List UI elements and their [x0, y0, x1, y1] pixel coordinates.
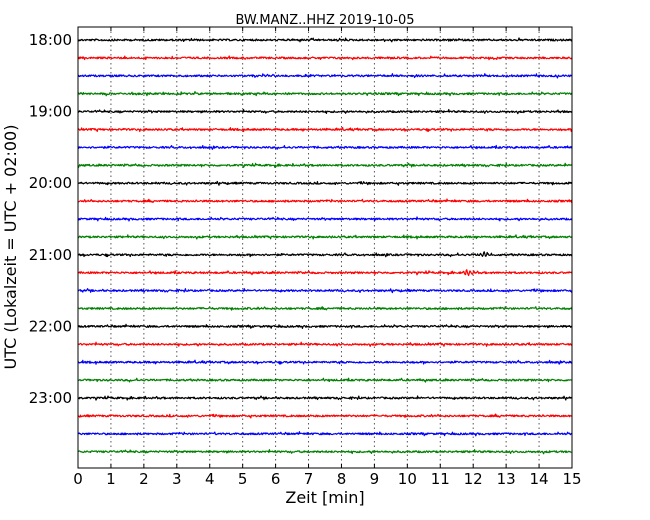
x-tick-label: 7	[304, 470, 314, 488]
y-tick-label: 22:00	[29, 317, 72, 335]
trace-2030	[77, 216, 573, 222]
trace-2245	[77, 377, 572, 383]
x-tick-label: 8	[337, 470, 347, 488]
trace-2300	[77, 395, 573, 401]
chart-title: BW.MANZ..HHZ 2019-10-05	[235, 13, 414, 28]
trace-2015	[77, 198, 573, 204]
y-tick-label: 23:00	[29, 389, 72, 407]
x-tick-label: 15	[562, 470, 581, 488]
trace-2045	[77, 234, 573, 240]
x-tick-label: 14	[530, 470, 549, 488]
trace-2345	[77, 449, 572, 455]
trace-2115	[77, 269, 573, 277]
plot-frame	[77, 26, 573, 469]
trace-2100	[77, 251, 573, 258]
trace-1800	[77, 37, 573, 43]
x-tick-label: 2	[139, 470, 149, 488]
trace-1815	[77, 55, 573, 61]
x-tick-label: 9	[370, 470, 380, 488]
x-tick-label: 6	[271, 470, 281, 488]
trace-1930	[77, 144, 573, 150]
x-tick-label: 10	[398, 470, 417, 488]
trace-2215	[77, 341, 573, 347]
grid-lines	[110, 27, 540, 468]
x-axis-label: Zeit [min]	[285, 488, 364, 507]
x-tick-label: 3	[172, 470, 182, 488]
trace-2230	[77, 359, 572, 365]
trace-2315	[77, 413, 573, 419]
trace-2145	[77, 306, 573, 311]
x-tick-label: 4	[205, 470, 215, 488]
y-tick-label: 21:00	[29, 246, 72, 264]
y-tick-label: 19:00	[29, 103, 72, 121]
x-tick-label: 11	[431, 470, 450, 488]
trace-2000	[77, 180, 573, 186]
trace-group	[77, 37, 573, 455]
y-tick-label: 20:00	[29, 174, 72, 192]
trace-1900	[77, 108, 573, 115]
trace-2330	[77, 431, 573, 437]
y-axis-label: UTC (Lokalzeit = UTC + 02:00)	[1, 125, 20, 370]
trace-2130	[77, 287, 573, 294]
x-tick-label: 1	[106, 470, 116, 488]
trace-1945	[77, 162, 573, 168]
y-axis-ticks: 18:00 19:00 20:00 21:00 22:00 23:00	[29, 31, 572, 407]
y-tick-label: 18:00	[29, 31, 72, 49]
x-tick-label: 5	[238, 470, 248, 488]
trace-1830	[77, 73, 573, 79]
x-tick-label: 0	[73, 470, 83, 488]
trace-2200	[77, 323, 573, 329]
trace-1915	[77, 126, 573, 133]
x-tick-label: 12	[464, 470, 483, 488]
x-tick-label: 13	[497, 470, 516, 488]
x-axis-ticks: 0 1 2 3 4 5 6 7 8 9 10 11 12 13 14 15	[73, 27, 582, 488]
trace-1845	[77, 91, 573, 97]
